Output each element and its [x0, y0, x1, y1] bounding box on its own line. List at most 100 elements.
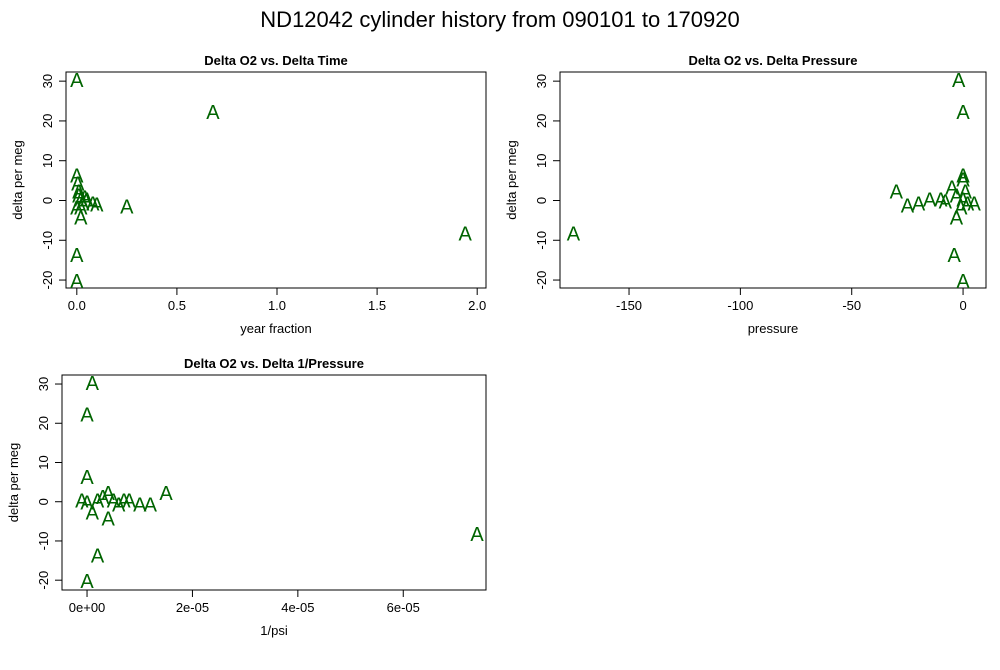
- point: A: [890, 182, 904, 204]
- y-axis-label: delta per meg: [504, 140, 519, 220]
- x-tick-label: 6e-05: [387, 600, 420, 615]
- x-tick-label: 2e-05: [176, 600, 209, 615]
- point: A: [107, 491, 121, 513]
- point: A: [952, 70, 966, 92]
- point: A: [945, 178, 959, 200]
- point: A: [75, 491, 89, 513]
- point: A: [80, 189, 94, 211]
- point: A: [968, 193, 982, 215]
- x-tick-label: 4e-05: [281, 600, 314, 615]
- point: A: [567, 223, 581, 245]
- chart-title: Delta O2 vs. Delta Time: [204, 53, 348, 68]
- x-tick-label: 0.5: [168, 298, 186, 313]
- y-tick-label: -20: [40, 271, 55, 290]
- point: A: [74, 197, 88, 219]
- figure-title: ND12042 cylinder history from 090101 to …: [260, 7, 739, 32]
- point: A: [80, 404, 94, 426]
- point: A: [70, 197, 84, 219]
- point: A: [80, 571, 94, 593]
- point: A: [912, 193, 926, 215]
- point: A: [71, 174, 85, 196]
- y-tick-label: 0: [36, 498, 51, 505]
- x-axis-label: year fraction: [240, 321, 312, 336]
- point: A: [956, 271, 970, 293]
- point: A: [961, 193, 975, 215]
- y-tick-label: 10: [36, 455, 51, 469]
- point: A: [133, 495, 147, 517]
- point: A: [91, 546, 105, 568]
- y-axis-label: delta per meg: [10, 140, 25, 220]
- x-tick-label: 0.0: [68, 298, 86, 313]
- point: A: [159, 483, 173, 505]
- point: A: [956, 166, 970, 188]
- point: A: [74, 207, 88, 229]
- point: A: [112, 495, 126, 517]
- point: A: [206, 102, 220, 124]
- point: A: [950, 207, 964, 229]
- point: A: [96, 487, 110, 509]
- point: A: [74, 189, 88, 211]
- y-tick-label: -20: [534, 271, 549, 290]
- y-tick-label: 30: [534, 74, 549, 88]
- chart-title: Delta O2 vs. Delta Pressure: [688, 53, 857, 68]
- point: A: [950, 186, 964, 208]
- point: A: [956, 189, 970, 211]
- x-tick-label: -150: [616, 298, 642, 313]
- x-tick-label: 2.0: [468, 298, 486, 313]
- x-tick-label: 1.0: [268, 298, 286, 313]
- point: A: [101, 483, 115, 505]
- point: A: [80, 493, 94, 515]
- x-tick-label: 1.5: [368, 298, 386, 313]
- x-axis-label: pressure: [748, 321, 799, 336]
- point: A: [86, 502, 100, 524]
- point: A: [91, 491, 105, 513]
- x-axis-label: 1/psi: [260, 623, 288, 638]
- x-tick-label: 0: [959, 298, 966, 313]
- point: A: [120, 197, 134, 219]
- point: A: [70, 271, 84, 293]
- point: A: [934, 189, 948, 211]
- point: A: [954, 197, 968, 219]
- y-tick-label: 20: [534, 114, 549, 128]
- x-tick-label: 0e+00: [69, 600, 106, 615]
- y-tick-label: 0: [40, 197, 55, 204]
- y-tick-label: -10: [534, 231, 549, 250]
- y-tick-label: 30: [40, 74, 55, 88]
- chart-title: Delta O2 vs. Delta 1/Pressure: [184, 356, 364, 371]
- point: A: [956, 170, 970, 192]
- point: A: [86, 193, 100, 215]
- point: A: [923, 189, 937, 211]
- point: A: [70, 70, 84, 92]
- x-tick-label: -50: [842, 298, 861, 313]
- y-tick-label: 10: [40, 153, 55, 167]
- point: A: [101, 508, 115, 530]
- point: A: [956, 102, 970, 124]
- point: A: [86, 373, 100, 395]
- point: A: [123, 491, 137, 513]
- y-tick-label: 20: [36, 416, 51, 430]
- x-tick-label: -100: [727, 298, 753, 313]
- point: A: [959, 182, 973, 204]
- point: A: [144, 495, 158, 517]
- point: A: [947, 245, 961, 267]
- point: A: [470, 524, 484, 546]
- y-tick-label: 0: [534, 197, 549, 204]
- y-tick-label: -10: [40, 231, 55, 250]
- y-tick-label: -20: [36, 571, 51, 590]
- y-tick-label: 30: [36, 377, 51, 391]
- point: A: [72, 182, 86, 204]
- point: A: [76, 193, 90, 215]
- point: A: [70, 245, 84, 267]
- point: A: [78, 187, 92, 209]
- point: A: [80, 467, 94, 489]
- point: A: [72, 186, 86, 208]
- y-tick-label: 10: [534, 153, 549, 167]
- point: A: [70, 166, 84, 188]
- point: A: [901, 195, 915, 217]
- y-axis-label: delta per meg: [6, 443, 21, 523]
- point: A: [90, 195, 104, 217]
- point: A: [939, 191, 953, 213]
- y-tick-label: -10: [36, 532, 51, 551]
